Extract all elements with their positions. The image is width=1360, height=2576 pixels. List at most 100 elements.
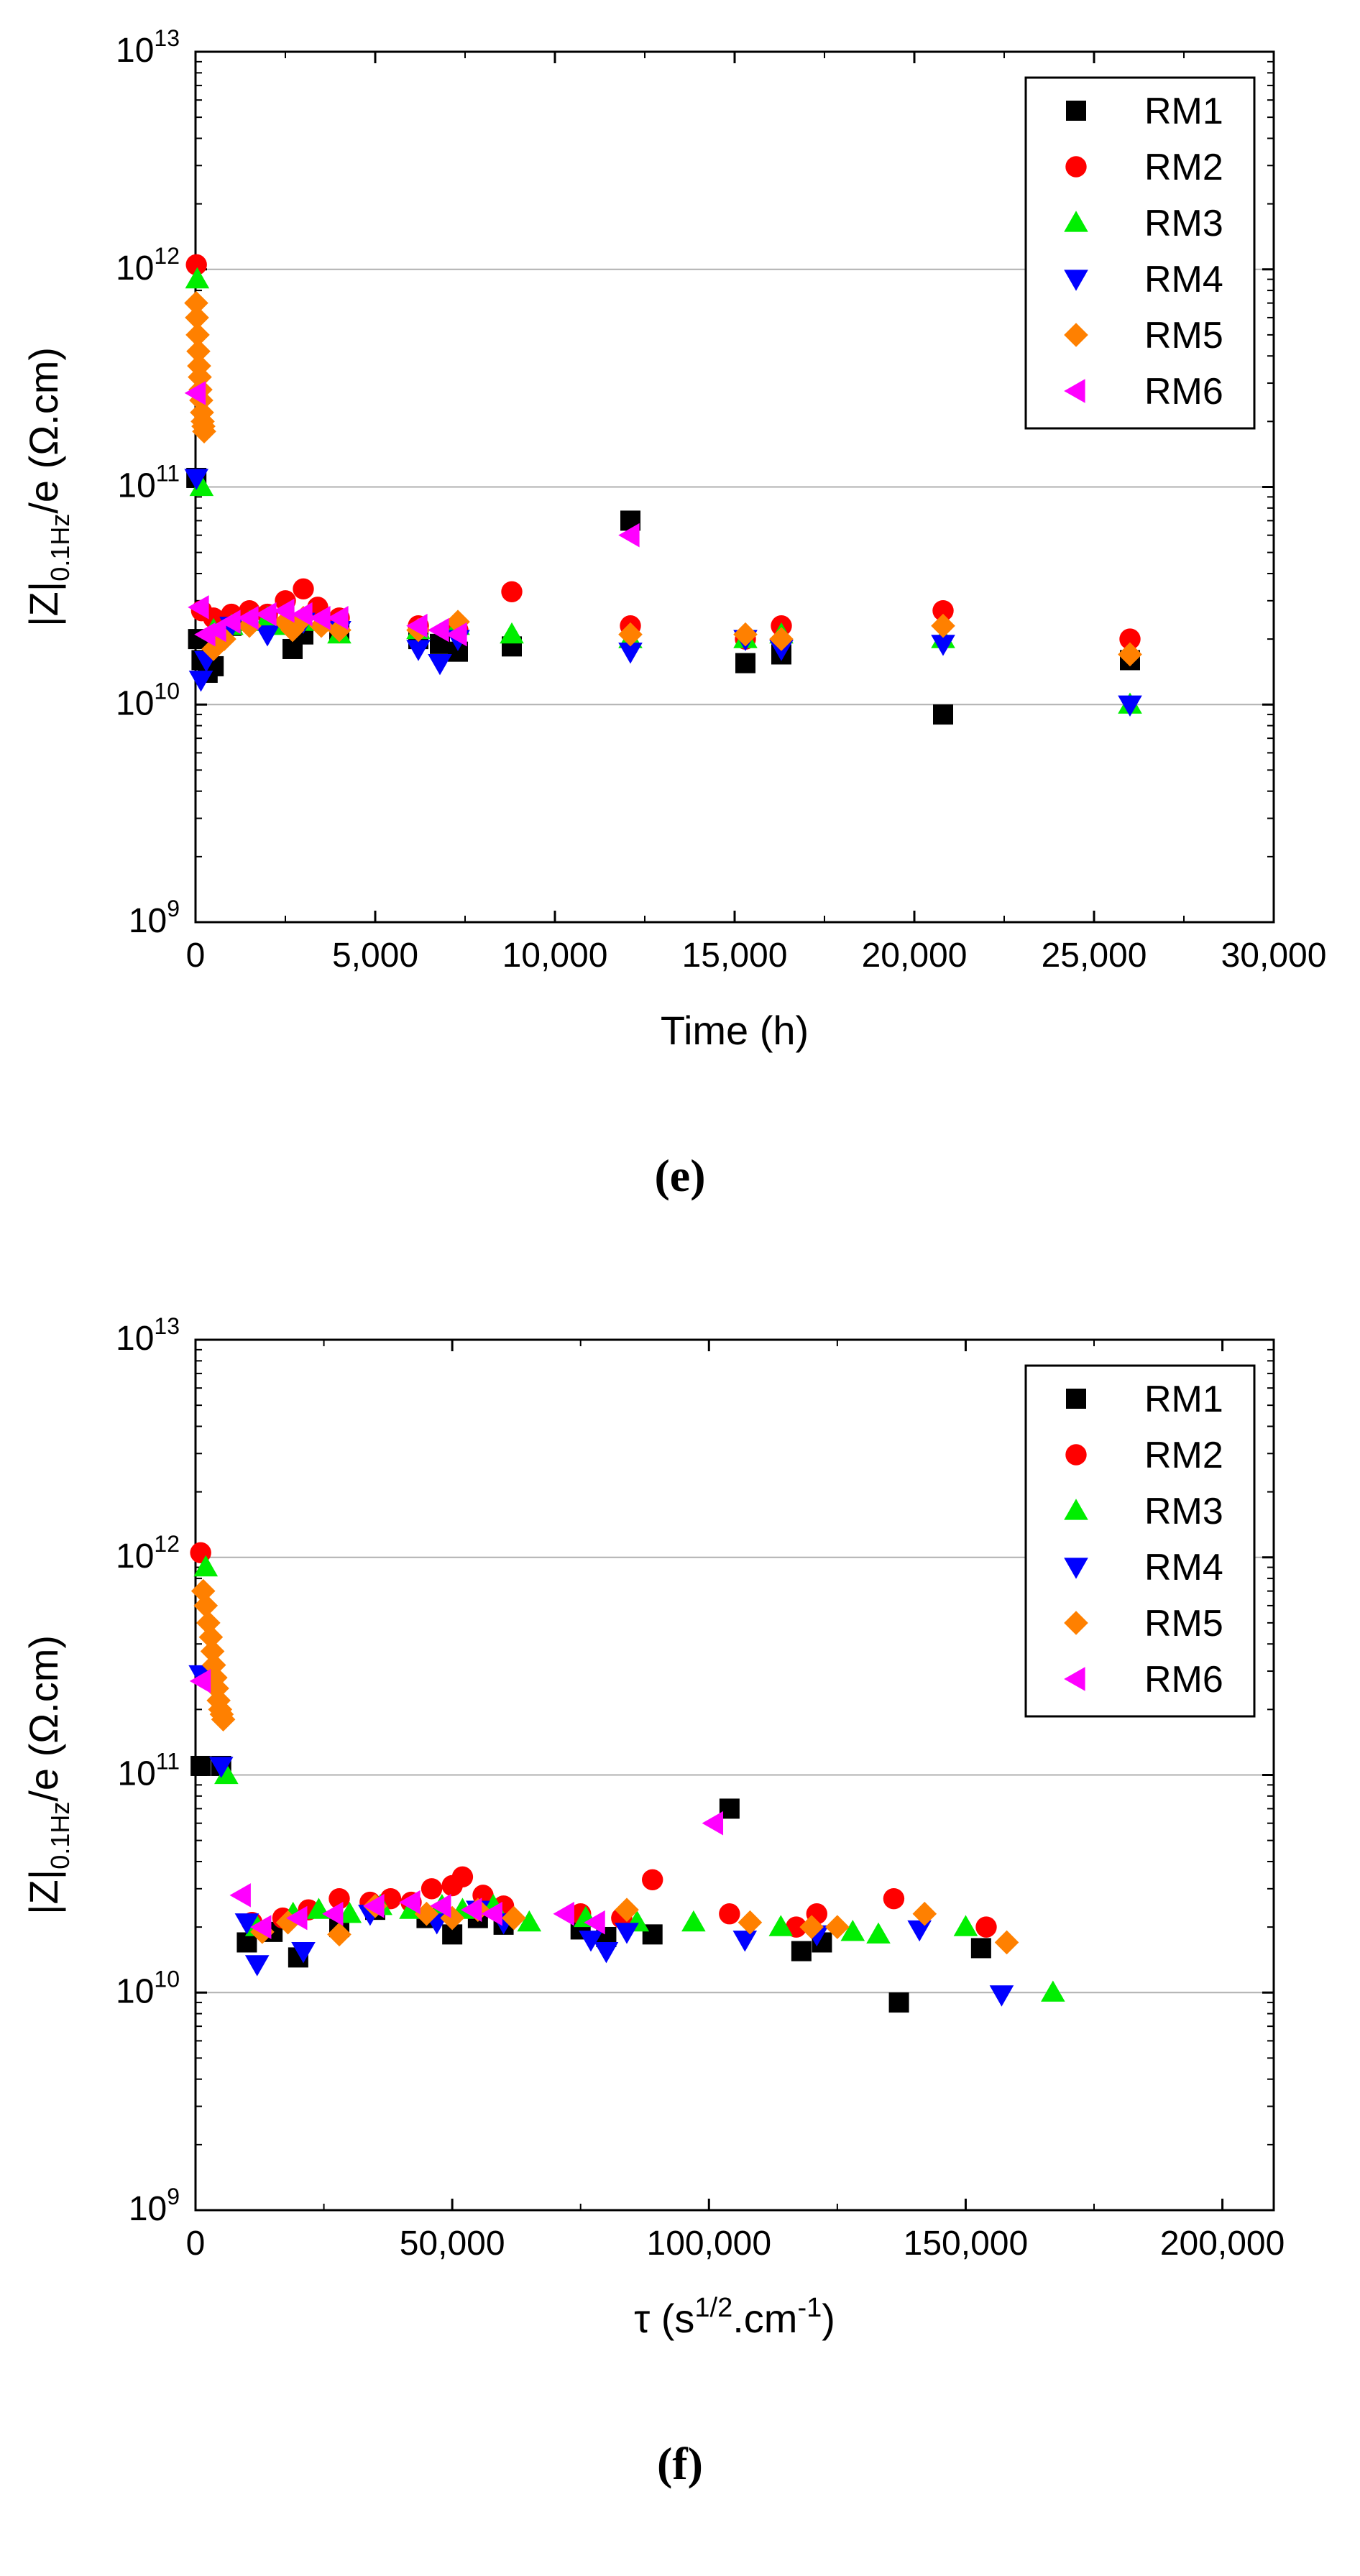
- data-point-rm4: [615, 1923, 639, 1944]
- data-point-rm4: [931, 635, 955, 656]
- y-tick-base: 10: [116, 249, 154, 288]
- y-tick-exponent: 11: [156, 461, 180, 487]
- data-point-rm3: [517, 1910, 542, 1932]
- data-point-rm6: [428, 617, 449, 643]
- y-tick-base: 10: [129, 2190, 167, 2228]
- data-point-rm6: [460, 1898, 482, 1922]
- x-axis-label-sup: 1/2: [694, 2293, 732, 2323]
- legend-marker-rm4: [1064, 270, 1088, 291]
- data-point-rm3: [768, 1915, 794, 1936]
- data-point-rm4: [291, 1942, 316, 1964]
- data-point-rm2: [786, 1916, 807, 1938]
- x-axis-label-mid: .cm: [732, 2296, 797, 2341]
- y-axis-label-sub: 0.1Hz: [45, 1802, 75, 1869]
- legend-label-rm3: RM3: [1144, 203, 1223, 244]
- y-tick-exponent: 12: [154, 243, 180, 269]
- data-point-rm4: [732, 1931, 758, 1952]
- data-point-rm3: [840, 1920, 865, 1941]
- x-tick-label: 30,000: [1221, 937, 1327, 975]
- data-point-rm6: [237, 605, 259, 630]
- y-tick-base: 10: [129, 902, 167, 940]
- data-point-rm4: [406, 640, 431, 661]
- data-point-rm6: [291, 602, 313, 627]
- data-point-rm2: [451, 1866, 474, 1888]
- series-rm3: [185, 267, 1142, 714]
- y-tick-exponent: 9: [167, 896, 180, 921]
- data-point-rm5: [185, 323, 210, 347]
- data-point-rm6: [327, 605, 349, 630]
- y-axis-label: |Z|0.1Hz/e (Ω.cm): [21, 1635, 75, 1915]
- data-point-rm5: [280, 617, 305, 643]
- data-point-rm1: [791, 1941, 812, 1961]
- legend: RM1 RM2 RM3 RM4 RM5 RM6: [1024, 1364, 1256, 1718]
- data-point-rm6: [205, 617, 226, 643]
- data-point-rm5: [931, 613, 955, 638]
- x-tick-label: 25,000: [1042, 937, 1147, 975]
- data-point-rm4: [989, 1985, 1014, 2007]
- data-point-rm4: [244, 1955, 270, 1977]
- legend-marker-rm1: [1066, 1389, 1086, 1409]
- data-point-rm2: [932, 599, 954, 622]
- x-tick-label: 0: [186, 937, 206, 975]
- data-point-rm5: [414, 1901, 439, 1926]
- data-point-rm2: [185, 254, 207, 276]
- y-tick-label: 1012: [116, 1531, 180, 1576]
- panel-caption: (f): [657, 2438, 703, 2489]
- data-point-rm5: [186, 339, 211, 364]
- data-points: [184, 254, 1142, 725]
- data-point-rm2: [642, 1869, 663, 1890]
- chart-panel-e: 109 1010 1011 1012 1013 0 5,000 10,000 15,000 20,…: [21, 25, 1327, 1201]
- data-point-rm5: [615, 1898, 639, 1922]
- data-point-rm5: [994, 1930, 1019, 1955]
- series-rm4: [184, 469, 1142, 717]
- x-tick-label: 0: [186, 2225, 206, 2263]
- data-point-rm3: [500, 622, 524, 644]
- data-point-rm5: [185, 305, 209, 330]
- data-point-rm3: [681, 1910, 706, 1932]
- series-rm5: [184, 290, 1142, 667]
- legend-marker-rm5: [1064, 323, 1088, 347]
- y-tick-base: 10: [116, 1320, 154, 1358]
- x-axis-label: τ (s1/2.cm-1): [634, 2293, 835, 2341]
- y-tick-label: 1012: [116, 243, 180, 288]
- data-point-rm4: [255, 625, 280, 647]
- data-point-rm6: [406, 613, 428, 638]
- y-tick-base: 10: [116, 1972, 154, 2010]
- legend: RM1 RM2 RM3 RM4 RM5 RM6: [1024, 76, 1256, 430]
- y-tick-base: 10: [116, 32, 154, 70]
- data-point-rm2: [719, 1903, 740, 1925]
- data-point-rm2: [328, 1887, 350, 1910]
- legend-label-rm2: RM2: [1144, 1435, 1223, 1476]
- legend-marker-rm1: [1066, 101, 1086, 121]
- series-rm6: [189, 1669, 724, 1939]
- data-point-rm6: [702, 1811, 724, 1836]
- data-point-rm6: [286, 1905, 308, 1931]
- data-point-rm5: [1118, 642, 1142, 667]
- x-axis-label-text: Time (h): [661, 1008, 809, 1053]
- legend-marker-rm6: [1064, 379, 1085, 403]
- x-axis: 0 5,000 10,000 15,000 20,000 25,000 30,000: [186, 52, 1327, 975]
- series-rm1: [190, 1755, 991, 2013]
- data-point-rm5: [502, 1905, 526, 1931]
- data-point-rm5: [184, 290, 208, 316]
- legend-box: [1024, 1364, 1256, 1718]
- data-point-rm4: [907, 1920, 932, 1942]
- x-tick-label: 15,000: [682, 937, 788, 975]
- legend-label-rm3: RM3: [1144, 1491, 1223, 1532]
- x-tick-label: 150,000: [904, 2225, 1029, 2263]
- data-point-rm5: [440, 1905, 464, 1931]
- data-point-rm5: [327, 1922, 352, 1947]
- data-point-rm6: [430, 1893, 451, 1918]
- y-tick-label: 1011: [117, 461, 180, 505]
- x-axis-label-text: τ (s: [634, 2296, 694, 2341]
- data-point-rm6: [250, 1915, 272, 1939]
- data-point-rm2: [293, 578, 314, 600]
- legend-label-rm2: RM2: [1144, 147, 1223, 188]
- legend-marker-rm2: [1065, 156, 1087, 178]
- y-tick-exponent: 10: [154, 1966, 180, 1992]
- series-rm2: [185, 254, 1141, 650]
- data-point-rm6: [273, 598, 295, 623]
- data-point-rm6: [189, 1669, 211, 1693]
- data-point-rm2: [421, 1878, 443, 1900]
